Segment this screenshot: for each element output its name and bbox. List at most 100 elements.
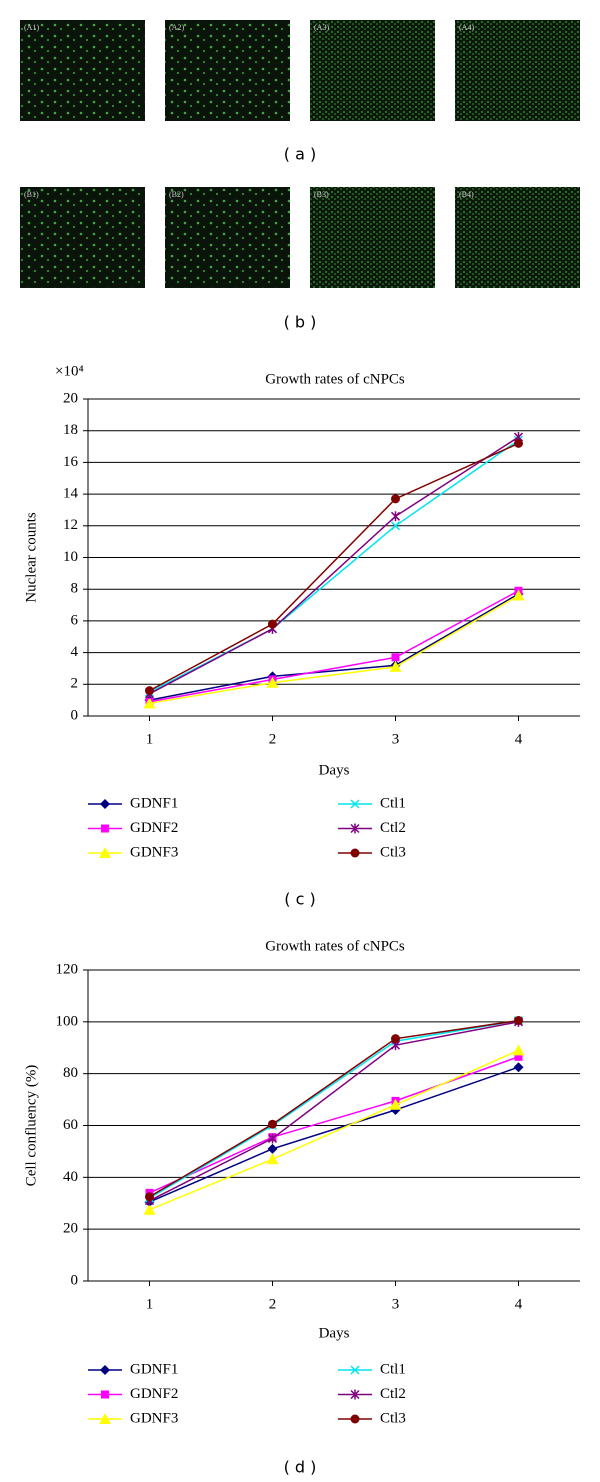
legend-marker bbox=[350, 1414, 360, 1424]
micrograph-label: (B2) bbox=[169, 190, 184, 199]
y-tick-label: 10 bbox=[63, 549, 78, 565]
micrograph bbox=[455, 187, 580, 288]
y-tick-label: 4 bbox=[71, 644, 79, 660]
series-line bbox=[149, 1056, 519, 1194]
y-tick-label: 16 bbox=[63, 454, 79, 470]
legend-marker bbox=[101, 824, 109, 833]
x-tick-label: 3 bbox=[392, 1296, 400, 1312]
legend-label: Ctl3 bbox=[380, 1410, 406, 1426]
y-tick-label: 20 bbox=[63, 1221, 78, 1237]
marker bbox=[143, 697, 156, 709]
marker bbox=[390, 521, 401, 531]
legend-label: GDNF2 bbox=[130, 820, 178, 836]
legend-marker bbox=[350, 1365, 360, 1375]
legend-marker bbox=[350, 799, 360, 809]
marker bbox=[266, 676, 279, 688]
micrograph-label: (A4) bbox=[459, 23, 474, 32]
micrograph-label: (B4) bbox=[459, 190, 474, 199]
legend-label: Ctl2 bbox=[380, 820, 406, 836]
legend-marker bbox=[100, 1365, 110, 1375]
y-tick-label: 0 bbox=[71, 707, 79, 723]
legend-label: GDNF1 bbox=[130, 1361, 178, 1377]
legend-label: Ctl3 bbox=[380, 844, 406, 860]
marker bbox=[390, 511, 401, 522]
chart-title: Growth rates of cNPCs bbox=[265, 938, 405, 954]
panel-caption: ( c ) bbox=[284, 890, 315, 909]
y-tick-label: 100 bbox=[56, 1013, 79, 1029]
y-tick-label: 40 bbox=[63, 1169, 78, 1185]
legend-marker bbox=[101, 1390, 109, 1399]
legend-label: GDNF3 bbox=[130, 844, 178, 860]
legend-marker bbox=[99, 847, 111, 858]
micrograph bbox=[165, 187, 290, 288]
marker bbox=[267, 1143, 278, 1154]
legend-marker bbox=[100, 799, 110, 809]
legend-marker bbox=[99, 1413, 111, 1424]
y-axis-label: Cell confluency (%) bbox=[23, 1065, 39, 1187]
y-tick-label: 60 bbox=[63, 1117, 78, 1133]
y-tick-label: 120 bbox=[56, 961, 79, 977]
series-line bbox=[149, 594, 519, 705]
y-tick-label: 18 bbox=[63, 422, 78, 438]
y-tick-label: 80 bbox=[63, 1065, 78, 1081]
micrograph-label: (A3) bbox=[314, 23, 329, 32]
series-line bbox=[149, 436, 519, 695]
legend-label: Ctl1 bbox=[380, 795, 406, 811]
x-tick-label: 1 bbox=[146, 1296, 154, 1312]
legend-marker bbox=[350, 1389, 360, 1400]
series-line bbox=[149, 442, 519, 692]
marker bbox=[391, 1034, 400, 1044]
micrograph bbox=[20, 187, 145, 288]
marker bbox=[145, 1192, 154, 1202]
y-tick-label: 0 bbox=[71, 1272, 79, 1288]
marker bbox=[268, 619, 277, 629]
series-line bbox=[149, 1019, 519, 1198]
marker bbox=[512, 589, 525, 601]
legend-marker bbox=[350, 823, 360, 834]
y-multiplier: ×10⁴ bbox=[55, 363, 84, 379]
panel-caption: ( a ) bbox=[284, 145, 316, 164]
marker bbox=[267, 1133, 278, 1144]
micrograph bbox=[20, 20, 145, 121]
series-line bbox=[149, 1049, 519, 1211]
x-tick-label: 4 bbox=[515, 1296, 523, 1312]
marker bbox=[513, 1062, 524, 1073]
micrograph-label: (B3) bbox=[314, 190, 329, 199]
x-tick-label: 1 bbox=[146, 731, 154, 747]
panel-caption: ( b ) bbox=[284, 313, 317, 332]
marker bbox=[514, 438, 523, 448]
series-line bbox=[149, 439, 519, 693]
legend-marker bbox=[350, 848, 360, 858]
legend-label: Ctl1 bbox=[380, 1361, 406, 1377]
y-tick-label: 8 bbox=[71, 581, 79, 597]
marker bbox=[391, 494, 400, 504]
series-line bbox=[149, 590, 519, 703]
series-line bbox=[149, 1066, 519, 1203]
marker bbox=[143, 1203, 156, 1215]
marker bbox=[514, 1016, 523, 1026]
micrograph bbox=[310, 187, 435, 288]
micrograph bbox=[165, 20, 290, 121]
legend-label: Ctl2 bbox=[380, 1386, 406, 1402]
marker bbox=[391, 653, 400, 662]
marker bbox=[268, 1119, 277, 1129]
y-tick-label: 20 bbox=[63, 390, 78, 406]
y-tick-label: 6 bbox=[71, 612, 79, 628]
micrograph bbox=[455, 20, 580, 121]
y-tick-label: 14 bbox=[63, 486, 79, 502]
micrograph-label: (A1) bbox=[24, 23, 39, 32]
marker bbox=[389, 660, 402, 672]
marker bbox=[145, 686, 154, 696]
chart-title: Growth rates of cNPCs bbox=[265, 371, 405, 387]
marker bbox=[514, 1052, 523, 1061]
marker bbox=[266, 1153, 279, 1165]
x-axis-label: Days bbox=[319, 1325, 350, 1341]
series-line bbox=[149, 1019, 519, 1199]
series-line bbox=[149, 593, 519, 701]
micrograph-label: (A2) bbox=[169, 23, 184, 32]
legend-label: GDNF2 bbox=[130, 1386, 178, 1402]
x-tick-label: 4 bbox=[515, 731, 523, 747]
micrograph-label: (B1) bbox=[24, 190, 39, 199]
panel-caption: ( d ) bbox=[284, 1458, 317, 1477]
